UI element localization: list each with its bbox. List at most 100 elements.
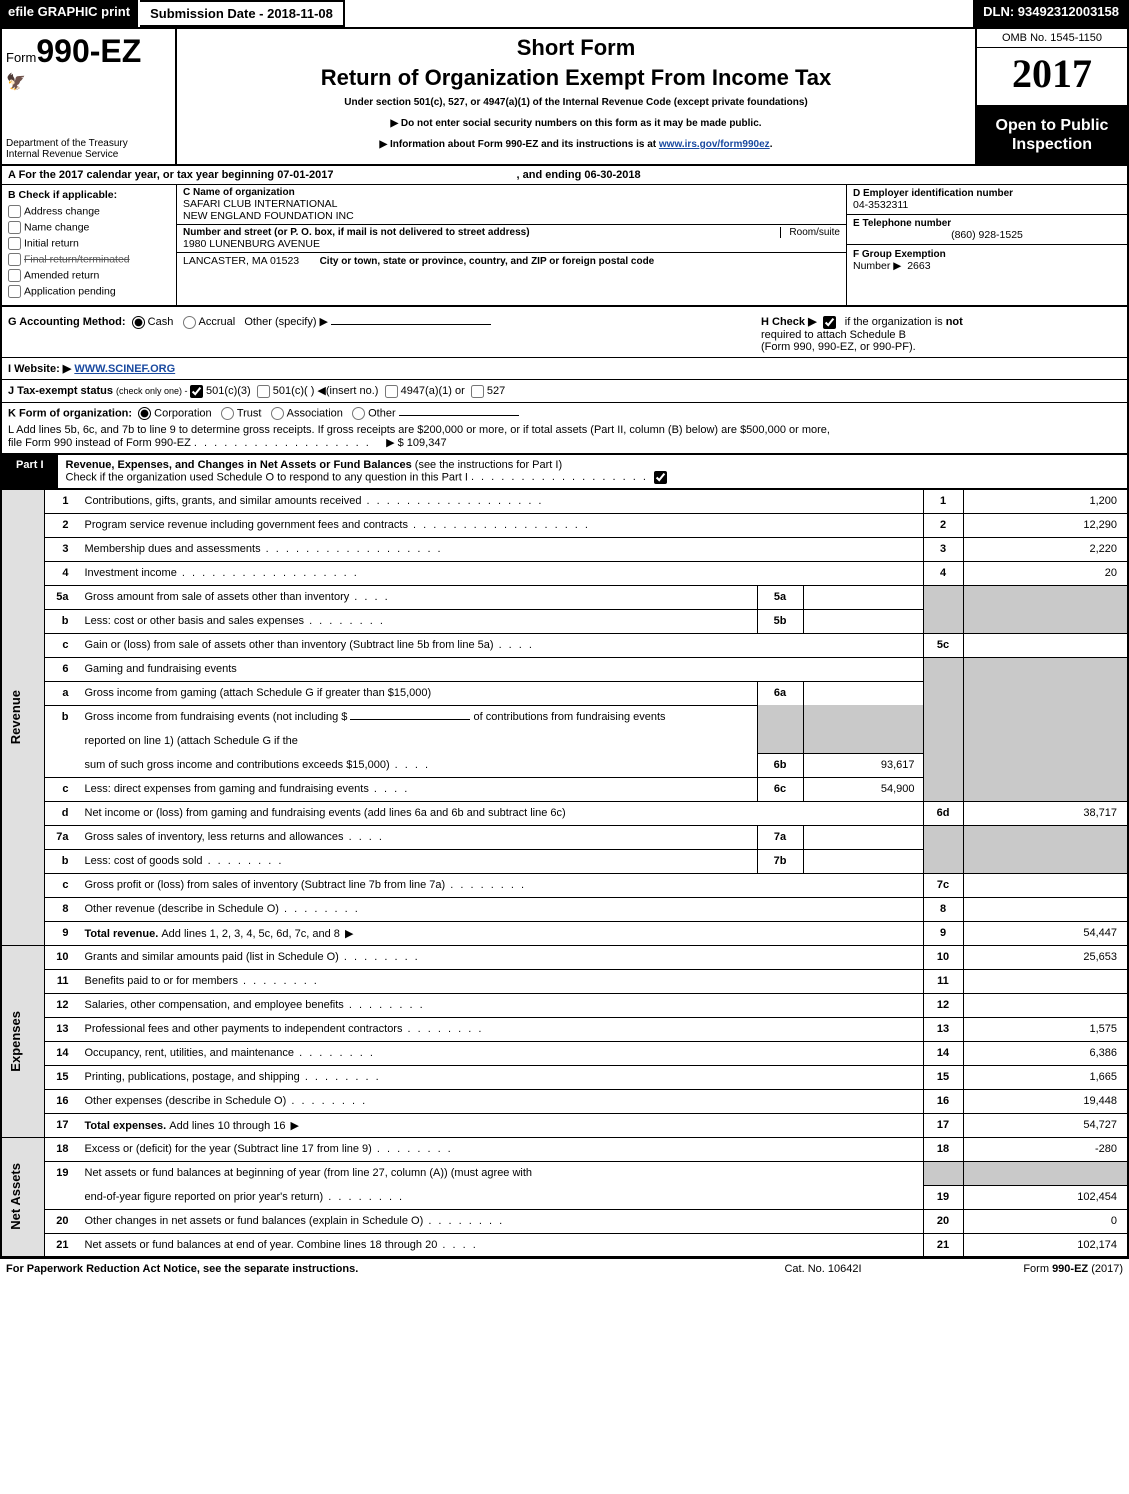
ln-14: 14 <box>923 1041 963 1065</box>
box-d-label: D Employer identification number <box>853 188 1121 199</box>
row-5a: 5a Gross amount from sale of assets othe… <box>1 585 1128 609</box>
shade-7-amt <box>963 825 1128 873</box>
shade-5ab-ln <box>923 585 963 633</box>
d-9-txt: Total revenue. <box>85 928 162 940</box>
d-7a: Gross sales of inventory, less returns a… <box>79 825 758 849</box>
chk-schedO-part1[interactable] <box>654 471 667 484</box>
period-end: , and ending 06-30-2018 <box>517 169 641 181</box>
d-4-txt: Investment income <box>85 567 359 579</box>
d-5a-txt: Gross amount from sale of assets other t… <box>85 591 390 603</box>
chk-final-return[interactable]: Final return/terminated <box>8 253 170 266</box>
chk-address-change[interactable]: Address change <box>8 205 170 218</box>
radio-other[interactable] <box>352 407 365 420</box>
d-16-dots <box>286 1095 367 1107</box>
chk-4947[interactable] <box>385 385 398 398</box>
chk-application-pending-box[interactable] <box>8 285 21 298</box>
shade-6b-mc <box>757 705 803 753</box>
l-dots <box>194 437 371 449</box>
radio-corporation[interactable] <box>138 407 151 420</box>
d-6b3: sum of such gross income and contributio… <box>79 753 758 777</box>
chk-name-change-box[interactable] <box>8 221 21 234</box>
chk-527[interactable] <box>471 385 484 398</box>
n-9: 9 <box>45 921 79 945</box>
amt-15: 1,665 <box>963 1065 1128 1089</box>
footer-r-post: (2017) <box>1088 1263 1123 1275</box>
period-begin: A For the 2017 calendar year, or tax yea… <box>8 169 333 181</box>
efile-label: efile GRAPHIC print <box>0 0 140 27</box>
row-13: 13 Professional fees and other payments … <box>1 1017 1128 1041</box>
n-6a: a <box>45 681 79 705</box>
org-city: LANCASTER, MA 01523 <box>183 255 299 267</box>
n-5b: b <box>45 609 79 633</box>
chk-application-pending[interactable]: Application pending <box>8 285 170 298</box>
d-11: Benefits paid to or for members <box>79 969 924 993</box>
amt-11 <box>963 969 1128 993</box>
n-6c: c <box>45 777 79 801</box>
g-other-line[interactable] <box>331 324 491 325</box>
form-prefix: Form <box>6 50 36 65</box>
chk-initial-return[interactable]: Initial return <box>8 237 170 250</box>
box-def: D Employer identification number 04-3532… <box>847 185 1127 305</box>
row-6d: d Net income or (loss) from gaming and f… <box>1 801 1128 825</box>
form990ez-link[interactable]: www.irs.gov/form990ez <box>659 139 770 150</box>
radio-corporation-label: Corporation <box>154 407 211 419</box>
d-5c-dots <box>494 639 534 651</box>
amt-5c <box>963 633 1128 657</box>
l-amount: ▶ $ 109,347 <box>386 437 446 449</box>
group-exemption-value: 2663 <box>907 260 930 272</box>
d-16-txt: Other expenses (describe in Schedule O) <box>85 1095 287 1107</box>
k-other-line[interactable] <box>399 415 519 416</box>
row-6: 6 Gaming and fundraising events <box>1 657 1128 681</box>
chk-amended-return-box[interactable] <box>8 269 21 282</box>
amt-8 <box>963 897 1128 921</box>
ln-11: 11 <box>923 969 963 993</box>
d-9: Total revenue. Add lines 1, 2, 3, 4, 5c,… <box>79 921 924 945</box>
radio-accrual[interactable] <box>183 316 196 329</box>
shade-5ab-amt <box>963 585 1128 633</box>
part1-header: Part I Revenue, Expenses, and Changes in… <box>0 455 1129 489</box>
side-netassets: Net Assets <box>1 1137 45 1257</box>
website-link[interactable]: WWW.SCINEF.ORG <box>74 363 175 375</box>
d-10-dots <box>339 951 420 963</box>
chk-h[interactable] <box>823 316 836 329</box>
amt-12 <box>963 993 1128 1017</box>
radio-cash[interactable] <box>132 316 145 329</box>
chk-4947-label: 4947(a)(1) or <box>401 385 465 397</box>
shade-7-ln <box>923 825 963 873</box>
box-f-label2: Number ▶ <box>853 260 901 272</box>
radio-association[interactable] <box>271 407 284 420</box>
n-2: 2 <box>45 513 79 537</box>
n-5c: c <box>45 633 79 657</box>
h-label: H Check ▶ <box>761 316 817 328</box>
d-18-dots <box>372 1143 453 1155</box>
kl-block: K Form of organization: Corporation Trus… <box>0 403 1129 455</box>
radio-trust[interactable] <box>221 407 234 420</box>
radio-cash-label: Cash <box>148 316 174 328</box>
chk-name-change[interactable]: Name change <box>8 221 170 234</box>
d-6c-dots <box>369 783 409 795</box>
header-left: Form990-EZ 🦅 Department of the Treasury … <box>2 29 177 164</box>
d-16: Other expenses (describe in Schedule O) <box>79 1089 924 1113</box>
d-17-txt2: Add lines 10 through 16 <box>169 1120 285 1132</box>
chk-amended-return[interactable]: Amended return <box>8 269 170 282</box>
dept-irs: Internal Revenue Service <box>6 149 171 160</box>
chk-final-return-box[interactable] <box>8 253 21 266</box>
d-1: Contributions, gifts, grants, and simila… <box>79 489 924 513</box>
footer-cat: Cat. No. 10642I <box>723 1263 923 1275</box>
main-table: Revenue 1 Contributions, gifts, grants, … <box>0 489 1129 1259</box>
chk-501c[interactable] <box>257 385 270 398</box>
chk-initial-return-box[interactable] <box>8 237 21 250</box>
submission-date: Submission Date - 2018-11-08 <box>140 0 345 27</box>
l-line2-wrap: file Form 990 instead of Form 990-EZ ▶ $… <box>8 436 1121 449</box>
n-6b: b <box>45 705 79 729</box>
row-11: 11 Benefits paid to or for members 11 <box>1 969 1128 993</box>
d-7c-txt: Gross profit or (loss) from sales of inv… <box>85 879 446 891</box>
d-10-txt: Grants and similar amounts paid (list in… <box>85 951 339 963</box>
radio-other-label: Other <box>368 407 396 419</box>
chk-501c3[interactable] <box>190 385 203 398</box>
chk-address-change-box[interactable] <box>8 205 21 218</box>
blank-6b[interactable] <box>350 719 470 720</box>
header-block: Form990-EZ 🦅 Department of the Treasury … <box>0 27 1129 166</box>
ln-13: 13 <box>923 1017 963 1041</box>
form-number: Form990-EZ 🦅 <box>6 33 171 92</box>
